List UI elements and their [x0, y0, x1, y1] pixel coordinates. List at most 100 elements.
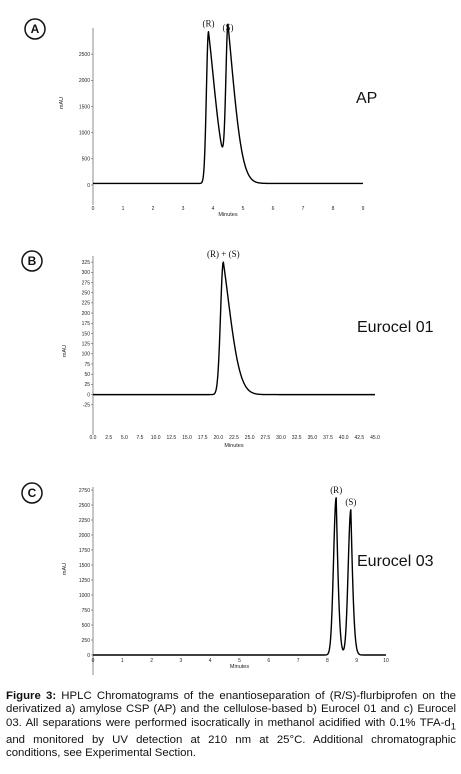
panel-c-ytick-label: 1000	[79, 593, 90, 599]
panel-b-xtick-label: 2.5	[105, 435, 112, 441]
panel-c-peak-label: (R)	[330, 485, 342, 495]
panel-b-xtick-label: 35.0	[307, 435, 317, 441]
panel-a-ytick-label: 1500	[79, 104, 90, 110]
panel-c-xtick-label: 1	[121, 658, 124, 664]
panel-c-badge-circle	[21, 482, 43, 504]
panel-c-ytick-label: 750	[82, 608, 91, 614]
panel-c-phase-name: Eurocel 03	[357, 553, 434, 570]
panel-c-xtick-label: 5	[238, 658, 241, 664]
figure-caption: Figure 3: HPLC Chromatograms of the enan…	[6, 690, 456, 760]
panel-b-xtick-label: 45.0	[370, 435, 380, 441]
panel-a-peak-label: (R)	[203, 19, 215, 29]
panel-c-ytick-label: 0	[87, 653, 90, 659]
panel-c-xtick-label: 3	[180, 658, 183, 664]
panel-a-ytick-label: 2000	[79, 78, 90, 84]
panel-b-ytick-label: 75	[84, 362, 90, 368]
panel-c-peak-label: (S)	[345, 497, 356, 507]
panel-b-xtick-label: 22.5	[229, 435, 239, 441]
panel-b-ytick-label: 200	[82, 311, 91, 317]
panel-a-xlabel: Minutes	[218, 212, 238, 218]
panel-a-phase-name: AP	[356, 90, 377, 107]
panel-c-ytick-label: 1750	[79, 548, 90, 554]
panel-b-ytick-label: 300	[82, 270, 91, 276]
panel-b-ytick-label: 125	[82, 341, 91, 347]
panel-a-xtick-label: 0	[92, 206, 95, 212]
panel-b-ytick-label: 50	[84, 372, 90, 378]
panel-b-ytick-label: 0	[87, 392, 90, 398]
panel-b-trace-line	[92, 261, 376, 396]
panel-c-xtick-label: 4	[209, 658, 212, 664]
panel-c-ytick-label: 250	[82, 638, 91, 644]
panel-b-xtick-label: 25.0	[245, 435, 255, 441]
caption-subscript: 1	[450, 721, 456, 733]
panel-a-trace-line	[92, 23, 364, 185]
panel-c-xtick-label: 2	[150, 658, 153, 664]
panel-b-ytick-label: 175	[82, 321, 91, 327]
panel-a-xtick-label: 3	[182, 206, 185, 212]
panel-b-badge-letter: B	[28, 254, 37, 268]
panel-b-ylabel: mAU	[62, 345, 68, 357]
panel-b-phase-name: Eurocel 01	[357, 319, 434, 336]
panel-b-badge-circle	[21, 250, 43, 272]
panel-a-ytick-label: 500	[82, 157, 91, 163]
panel-b-xtick-label: 37.5	[323, 435, 333, 441]
panel-b-xtick-label: 27.5	[260, 435, 270, 441]
panel-c-ylabel: mAU	[62, 563, 68, 575]
panel-a-badge-letter: A	[31, 22, 40, 36]
panel-a-xtick-label: 5	[242, 206, 245, 212]
panel-a-ylabel: mAU	[59, 97, 65, 109]
panel-b-xtick-label: 7.5	[137, 435, 144, 441]
panel-b-ytick-label: 275	[82, 280, 91, 286]
panel-a-ytick-label: 1000	[79, 130, 90, 136]
panel-c-ytick-label: 2000	[79, 533, 90, 539]
panel-a-xtick-label: 6	[272, 206, 275, 212]
panel-b-xtick-label: 17.5	[198, 435, 208, 441]
panel-c-ytick-label: 1250	[79, 578, 90, 584]
panel-b-xtick-label: 15.0	[182, 435, 192, 441]
panel-c-xtick-label: 0	[92, 658, 95, 664]
panel-b-xtick-label: 10.0	[151, 435, 161, 441]
panel-c-xtick-label: 6	[267, 658, 270, 664]
panel-b-ytick-label: 325	[82, 260, 91, 266]
panel-c-trace-line	[92, 497, 387, 656]
panel-a-xtick-label: 8	[332, 206, 335, 212]
panel-c-ytick-label: 2500	[79, 503, 90, 509]
panel-c-xtick-label: 9	[355, 658, 358, 664]
panel-a-ytick-label: 2500	[79, 52, 90, 58]
panel-c-ytick-label: 500	[82, 623, 91, 629]
caption-label: Figure 3:	[6, 690, 57, 702]
panel-c-xlabel: Minutes	[230, 664, 250, 670]
panel-c-ytick-label: 1500	[79, 563, 90, 569]
panel-a-xtick-label: 7	[302, 206, 305, 212]
panel-b-ytick-label: 225	[82, 301, 91, 307]
panel-c-xtick-label: 8	[326, 658, 329, 664]
panel-b-xlabel: Minutes	[224, 443, 244, 449]
panel-b-xtick-label: 5.0	[121, 435, 128, 441]
panel-b-ytick-label: 100	[82, 352, 91, 358]
panel-b-xtick-label: 0.0	[90, 435, 97, 441]
caption-text-1: HPLC Chromatograms of the enantioseparat…	[6, 690, 457, 729]
panel-a-xtick-label: 9	[362, 206, 365, 212]
panel-b-ytick-label: 150	[82, 331, 91, 337]
panel-c-ytick-label: 2250	[79, 518, 90, 524]
panel-b-peak-label: (R) + (S)	[207, 249, 240, 259]
panel-b-ytick-label: -25	[83, 403, 90, 409]
panel-a-badge-circle	[24, 18, 46, 40]
panel-c-ytick-label: 2750	[79, 488, 90, 494]
panel-a-xtick-label: 1	[122, 206, 125, 212]
panel-a-ytick-label: 0	[87, 183, 90, 189]
panel-a-xtick-label: 4	[212, 206, 215, 212]
panel-b-ytick-label: 250	[82, 290, 91, 296]
panel-c-badge-letter: C	[28, 486, 37, 500]
panel-b-xtick-label: 40.0	[339, 435, 349, 441]
panel-b-ytick-label: 25	[84, 382, 90, 388]
panel-b-xtick-label: 32.5	[292, 435, 302, 441]
panel-c-xtick-label: 10	[383, 658, 389, 664]
panel-a-peak-label: (S)	[223, 22, 234, 32]
panel-b-xtick-label: 20.0	[213, 435, 223, 441]
panel-c-xtick-label: 7	[297, 658, 300, 664]
caption-text-2: and monitored by UV detection at 210 nm …	[6, 733, 456, 759]
panel-a-xtick-label: 2	[152, 206, 155, 212]
panel-b-xtick-label: 30.0	[276, 435, 286, 441]
